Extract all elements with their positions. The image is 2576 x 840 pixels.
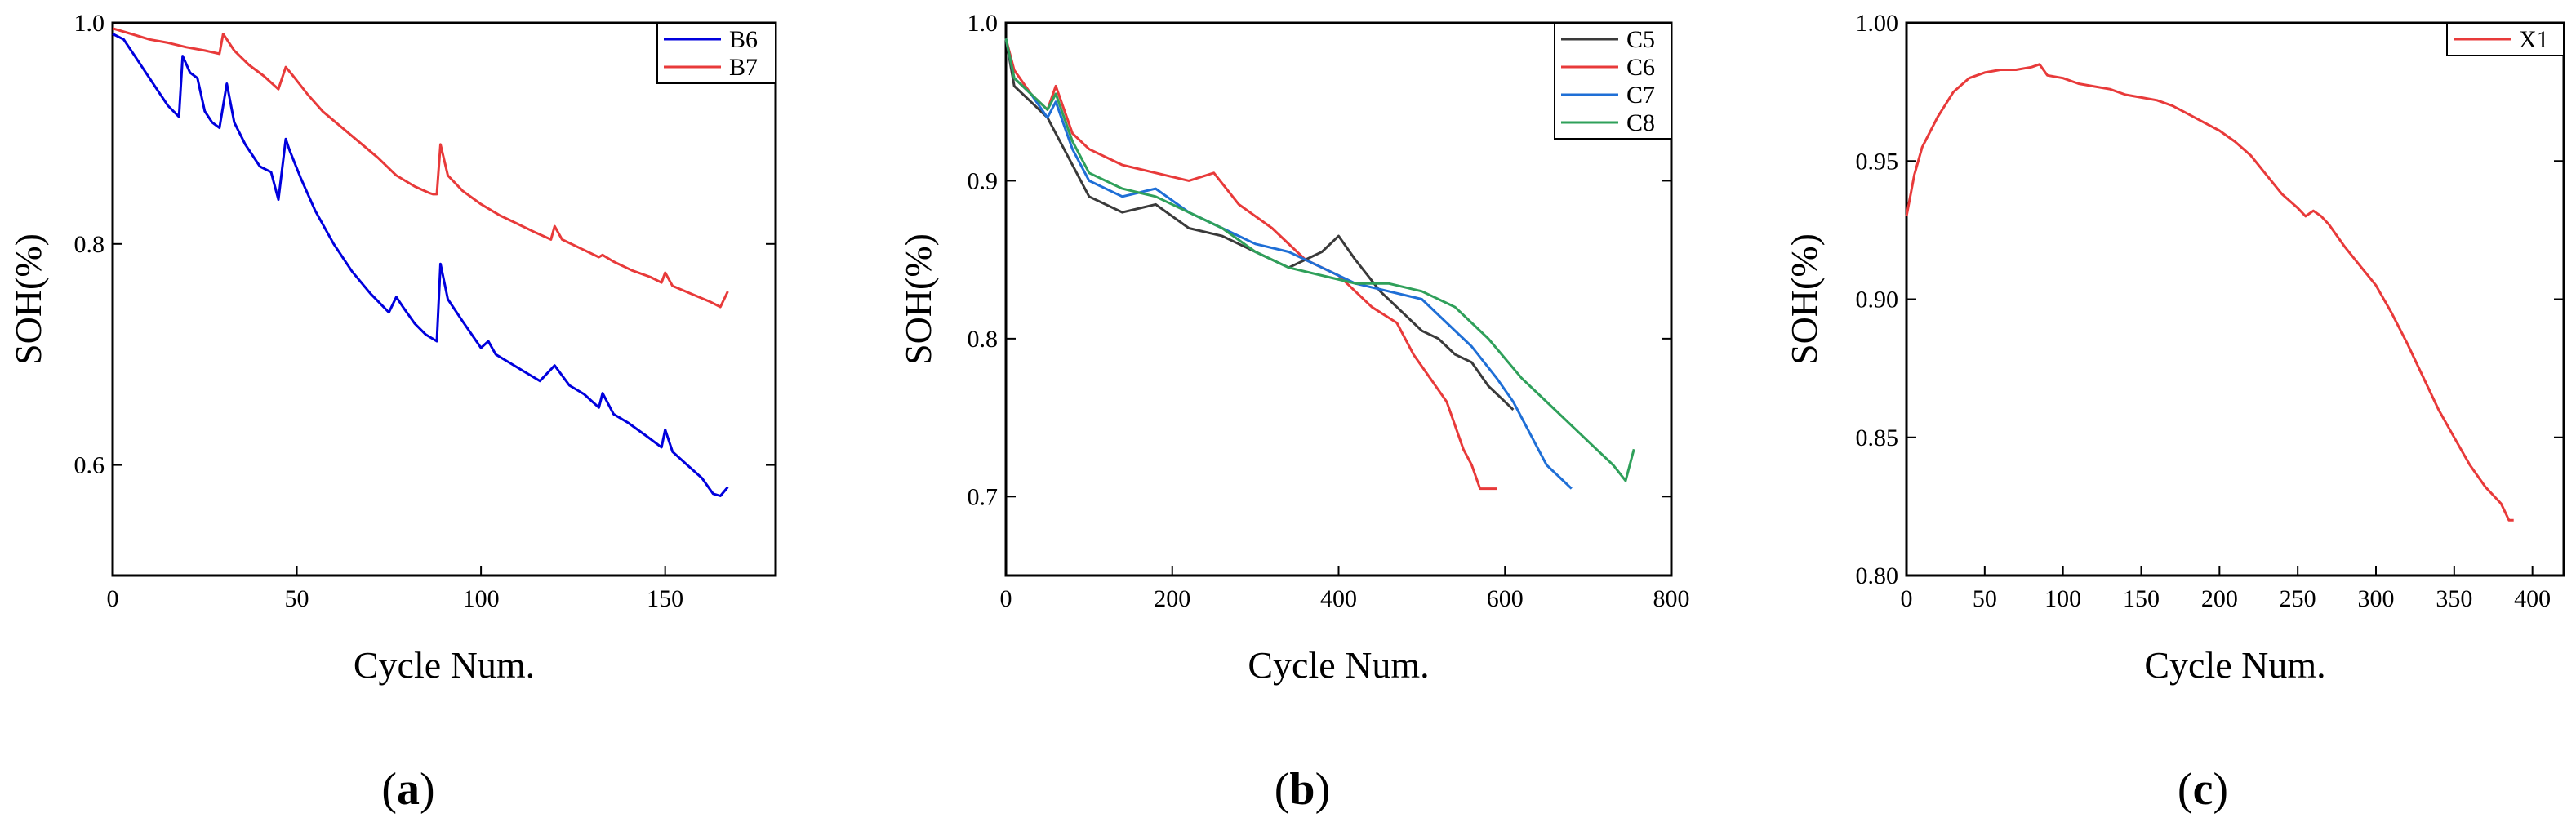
- series-line-b6: [112, 33, 729, 497]
- x-tick-label: 200: [1154, 585, 1190, 612]
- x-tick-label: 150: [647, 585, 683, 612]
- legend: X1: [2446, 22, 2565, 56]
- series-line-c5: [1004, 38, 1515, 411]
- x-tick-label: 400: [1320, 585, 1357, 612]
- x-tick-label: 200: [2201, 585, 2238, 612]
- y-tick-label: 0.85: [1856, 424, 1899, 451]
- x-tick-label: 50: [285, 585, 309, 612]
- x-tick-label: 150: [2123, 585, 2160, 612]
- y-tick-label: 1.0: [74, 10, 105, 37]
- legend-label: X1: [2519, 26, 2549, 53]
- x-tick-label: 100: [463, 585, 500, 612]
- y-tick-label: 0.8: [74, 231, 105, 258]
- y-tick-label: 0.90: [1856, 287, 1899, 313]
- panel-label: (c): [2178, 764, 2228, 815]
- panel-label: (a): [381, 764, 434, 815]
- legend-label: C7: [1626, 82, 1655, 109]
- legend-label: B7: [729, 54, 758, 81]
- y-tick-label: 0.95: [1856, 148, 1899, 175]
- x-tick-label: 300: [2358, 585, 2395, 612]
- panel-c: 0 50 100 150 200 250 300 350 400 0.80 0.85 0.90 0.95…: [1783, 10, 2565, 815]
- plot-frame: [1905, 21, 2565, 577]
- series-line-c6: [1004, 38, 1497, 491]
- x-tick-label: 800: [1653, 585, 1690, 612]
- y-tick-label: 0.8: [968, 326, 999, 353]
- y-tick-label: 0.7: [968, 483, 999, 510]
- series-line-c8: [1004, 38, 1635, 482]
- panel-b: 0 200 400 600 800 0.7 0.8 0.9 1.0 Cycle Num. SOH(%…: [897, 10, 1690, 815]
- y-axis-label: SOH(%): [897, 233, 939, 365]
- legend-box: [656, 22, 776, 84]
- legend-label: C6: [1626, 54, 1655, 81]
- x-tick-label: 250: [2280, 585, 2316, 612]
- y-tick-label: 1.00: [1856, 10, 1899, 37]
- y-axis-label: SOH(%): [7, 233, 49, 365]
- y-axis-label: SOH(%): [1783, 233, 1825, 365]
- x-axis-label: Cycle Num.: [354, 644, 535, 686]
- x-axis-label: Cycle Num.: [2144, 644, 2325, 686]
- y-tick-label: 0.80: [1856, 562, 1899, 589]
- x-tick-label: 100: [2044, 585, 2081, 612]
- y-tick-label: 0.9: [968, 167, 999, 194]
- plot-frame: [111, 21, 777, 577]
- y-tick-label: 1.0: [968, 10, 999, 37]
- x-tick-label: 0: [107, 585, 119, 612]
- x-tick-label: 600: [1487, 585, 1524, 612]
- legend-label: C8: [1626, 109, 1655, 136]
- x-tick-label: 50: [1973, 585, 1997, 612]
- legend-box: [1554, 22, 1672, 140]
- x-tick-label: 350: [2436, 585, 2472, 612]
- series-line-x1: [1905, 63, 2514, 522]
- x-tick-label: 0: [1000, 585, 1012, 612]
- legend-label: C5: [1626, 26, 1655, 53]
- x-tick-label: 0: [1901, 585, 1913, 612]
- panel-label: (b): [1275, 764, 1330, 815]
- series-line-b7: [112, 27, 729, 309]
- y-tick-label: 0.6: [74, 452, 105, 479]
- x-tick-label: 400: [2514, 585, 2551, 612]
- legend-label: B6: [729, 26, 758, 53]
- x-axis-label: Cycle Num.: [1248, 644, 1429, 686]
- series-line-c7: [1004, 38, 1573, 490]
